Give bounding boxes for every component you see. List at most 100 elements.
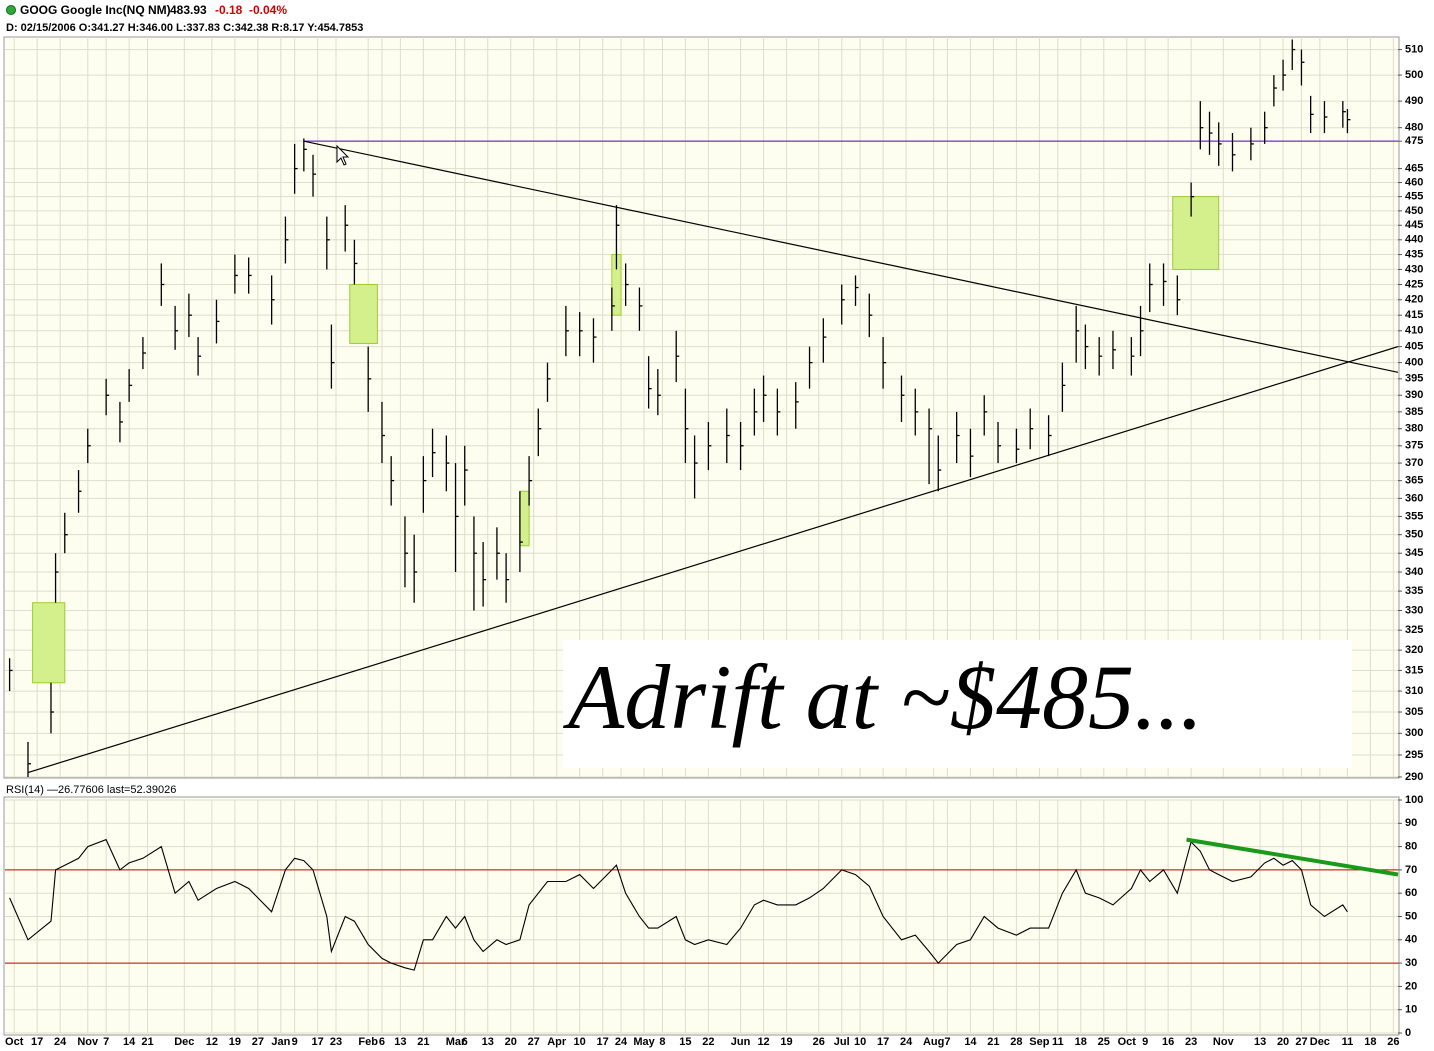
y-tick-label: 290 xyxy=(1405,771,1423,783)
y-tick-label: 415 xyxy=(1405,309,1423,321)
trend-line xyxy=(303,140,1399,373)
y-tick-label: 435 xyxy=(1405,248,1423,260)
x-tick-label: Dec xyxy=(1310,1036,1330,1048)
x-tick-label: 13 xyxy=(482,1036,494,1048)
x-tick-label: 26 xyxy=(813,1036,825,1048)
y-tick-label: 350 xyxy=(1405,529,1423,541)
x-tick-label: 21 xyxy=(987,1036,999,1048)
y-tick-label: 325 xyxy=(1405,624,1423,636)
y-tick-label: 40 xyxy=(1405,934,1417,946)
y-tick-label: 460 xyxy=(1405,176,1423,188)
x-tick-label: 13 xyxy=(1254,1036,1266,1048)
x-tick-label: 23 xyxy=(330,1036,342,1048)
y-tick-label: 20 xyxy=(1405,980,1417,992)
x-tick-label: 20 xyxy=(505,1036,517,1048)
x-tick-label: 25 xyxy=(1098,1036,1110,1048)
status-icon xyxy=(6,5,16,15)
y-tick-label: 385 xyxy=(1405,406,1423,418)
y-tick-label: 100 xyxy=(1405,794,1423,806)
y-tick-label: 340 xyxy=(1405,566,1423,578)
x-tick-label: 27 xyxy=(1295,1036,1307,1048)
y-tick-label: 420 xyxy=(1405,294,1423,306)
x-tick-label: 7 xyxy=(944,1036,950,1048)
x-tick-label: 26 xyxy=(1387,1036,1399,1048)
y-tick-label: 465 xyxy=(1405,163,1423,175)
trend-line xyxy=(1186,837,1399,877)
y-tick-label: 360 xyxy=(1405,492,1423,504)
cursor xyxy=(336,144,350,166)
x-tick-label: Oct xyxy=(1118,1036,1137,1048)
x-tick-label: 16 xyxy=(1162,1036,1174,1048)
y-tick-label: 300 xyxy=(1405,727,1423,739)
x-tick-label: 7 xyxy=(103,1036,109,1048)
x-tick-label: 15 xyxy=(679,1036,691,1048)
x-tick-label: 10 xyxy=(854,1036,866,1048)
chart-title: GOOG Google Inc(NQ NM) xyxy=(20,3,171,17)
x-tick-label: 19 xyxy=(780,1036,792,1048)
x-tick-label: 14 xyxy=(123,1036,136,1048)
y-tick-label: 295 xyxy=(1405,749,1423,761)
x-tick-label: 14 xyxy=(964,1036,977,1048)
price-change-pct: -0.04% xyxy=(249,3,287,17)
x-tick-label: 18 xyxy=(1364,1036,1376,1048)
x-tick-label: 10 xyxy=(574,1036,586,1048)
x-tick-label: 11 xyxy=(1342,1036,1354,1048)
x-tick-label: Nov xyxy=(77,1036,99,1048)
y-tick-label: 450 xyxy=(1405,205,1423,217)
y-tick-label: 440 xyxy=(1405,234,1423,246)
x-tick-label: 24 xyxy=(900,1036,913,1048)
gap-box xyxy=(32,602,66,684)
y-tick-label: 70 xyxy=(1405,864,1417,876)
x-tick-label: 19 xyxy=(229,1036,241,1048)
y-tick-label: 320 xyxy=(1405,644,1423,656)
plot-layer: Oct 17 24 Nov 7 14 21 Dec 12 19 27 Jan 9 17 23 Feb 6 13 21… xyxy=(5,37,1423,1048)
y-tick-label: 345 xyxy=(1405,547,1423,559)
y-tick-label: 445 xyxy=(1405,219,1423,231)
gap-box xyxy=(349,284,378,344)
y-tick-label: 380 xyxy=(1405,423,1423,435)
x-tick-label: 18 xyxy=(1075,1036,1087,1048)
x-tick-label: 27 xyxy=(528,1036,540,1048)
x-tick-label: 24 xyxy=(54,1036,67,1048)
annotation-box xyxy=(563,640,1352,768)
x-tick-label: 17 xyxy=(311,1036,323,1048)
y-tick-label: 410 xyxy=(1405,325,1423,337)
x-tick-label: 17 xyxy=(877,1036,889,1048)
y-tick-label: 480 xyxy=(1405,122,1423,134)
x-tick-label: 27 xyxy=(252,1036,264,1048)
price-change: -0.18 xyxy=(215,3,243,17)
x-tick-label: May xyxy=(633,1036,655,1048)
chart-subtitle: D: 02/15/2006 O:341.27 H:346.00 L:337.83… xyxy=(6,22,363,34)
x-tick-label: Aug xyxy=(923,1036,944,1048)
y-tick-label: 90 xyxy=(1405,817,1417,829)
y-tick-label: 405 xyxy=(1405,341,1423,353)
x-tick-label: 12 xyxy=(206,1036,218,1048)
x-tick-label: 23 xyxy=(1185,1036,1197,1048)
y-tick-label: 310 xyxy=(1405,685,1423,697)
y-tick-label: 335 xyxy=(1405,585,1423,597)
gap-box xyxy=(519,490,530,547)
x-tick-label: 22 xyxy=(702,1036,714,1048)
gap-box xyxy=(1172,196,1220,270)
x-tick-label: 28 xyxy=(1010,1036,1022,1048)
x-tick-label: 20 xyxy=(1277,1036,1289,1048)
trend-line xyxy=(27,346,1399,774)
annotation: Adrift at ~$485... xyxy=(562,646,1203,748)
last-price: 483.93 xyxy=(170,3,207,17)
x-tick-label: Dec xyxy=(174,1036,194,1048)
x-tick-label: 24 xyxy=(615,1036,628,1048)
x-tick-label: Jan xyxy=(271,1036,290,1048)
y-tick-label: 510 xyxy=(1405,43,1423,55)
y-tick-label: 500 xyxy=(1405,69,1423,81)
y-tick-label: 375 xyxy=(1405,440,1423,452)
x-tick-label: 8 xyxy=(659,1036,665,1048)
x-tick-label: 12 xyxy=(757,1036,769,1048)
y-tick-label: 60 xyxy=(1405,887,1417,899)
y-tick-label: 0 xyxy=(1405,1027,1411,1039)
y-tick-label: 475 xyxy=(1405,135,1423,147)
y-tick-label: 315 xyxy=(1405,664,1423,676)
x-tick-label: Mar xyxy=(446,1036,466,1048)
x-tick-label: Oct xyxy=(5,1036,24,1048)
x-tick-label: 6 xyxy=(462,1036,468,1048)
